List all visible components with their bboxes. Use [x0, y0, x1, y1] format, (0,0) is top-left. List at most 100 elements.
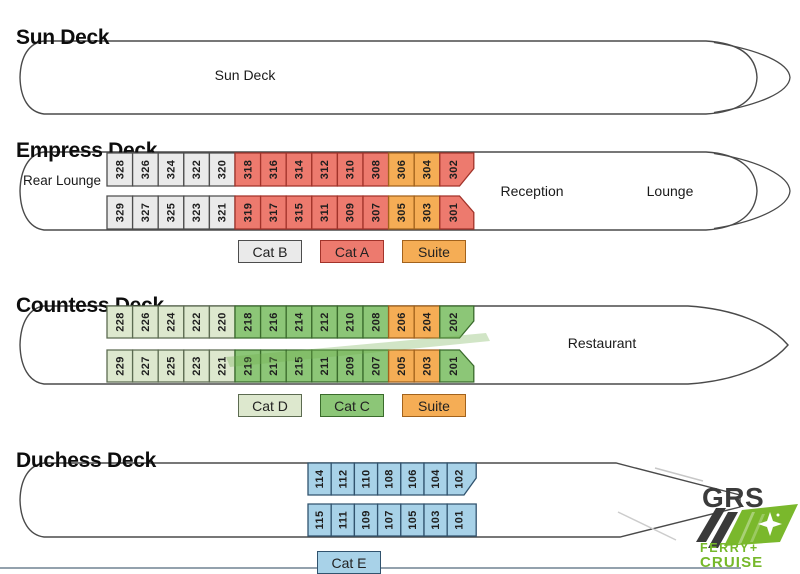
cabin-number: 115 [314, 511, 326, 530]
cabin-328: 328 [106, 152, 134, 187]
cabin-number: 220 [217, 312, 229, 332]
cabin-number: 225 [166, 356, 178, 376]
cabin-310: 310 [336, 152, 364, 187]
cabin-206: 206 [387, 305, 415, 339]
sun-deck-interior-label: Sun Deck [214, 67, 276, 83]
cabin-207: 207 [362, 349, 390, 383]
cabin-226: 226 [131, 305, 159, 339]
cabin-228: 228 [106, 305, 134, 339]
cabin-323: 323 [183, 195, 211, 230]
cabin-322: 322 [183, 152, 211, 187]
cabin-321: 321 [208, 195, 236, 230]
deck-title-sun: Sun Deck [16, 26, 110, 50]
cabin-227: 227 [131, 349, 159, 383]
cabin-305: 305 [387, 195, 415, 230]
cabin-220: 220 [208, 305, 236, 339]
cabin-number: 319 [242, 203, 254, 223]
cabin-329: 329 [106, 195, 134, 230]
cabin-327: 327 [131, 195, 159, 230]
cabin-312: 312 [311, 152, 339, 187]
cabin-number: 209 [345, 356, 357, 376]
cabin-number: 114 [314, 469, 326, 488]
cabin-217: 217 [259, 349, 287, 383]
cabin-107: 107 [376, 503, 402, 537]
legend-cat-d: Cat D [238, 394, 302, 417]
cabin-number: 201 [448, 356, 460, 376]
cabin-315: 315 [285, 195, 313, 230]
sun-deck-hull [19, 40, 791, 115]
cabin-number: 211 [319, 357, 331, 376]
cabin-225: 225 [157, 349, 185, 383]
reception-label: Reception [500, 183, 564, 199]
cabin-number: 103 [430, 510, 442, 530]
cabin-number: 208 [370, 312, 382, 332]
cabin-number: 109 [361, 510, 373, 530]
cabin-103: 103 [423, 503, 448, 537]
cabin-number: 307 [370, 203, 382, 223]
cabin-number: 221 [217, 356, 229, 376]
cabin-number: 204 [422, 312, 434, 332]
cabin-number: 229 [114, 356, 126, 376]
legend-cat-c: Cat C [320, 394, 384, 417]
cabin-319: 319 [234, 195, 262, 230]
cabin-number: 312 [319, 160, 331, 180]
cabin-number: 215 [294, 356, 306, 376]
cabin-201: 201 [439, 349, 475, 383]
cabin-304: 304 [413, 152, 441, 187]
cabin-325: 325 [157, 195, 185, 230]
cabin-101: 101 [446, 503, 477, 537]
cabin-number: 320 [217, 160, 229, 180]
cabin-202: 202 [439, 305, 475, 339]
cabin-229: 229 [106, 349, 134, 383]
grs-logo-ferry-text: FERRY+ [700, 541, 759, 555]
cabin-number: 310 [345, 160, 357, 180]
sun-deck-bow-curve [713, 41, 791, 114]
cabin-number: 323 [191, 203, 203, 223]
legend-suite: Suite [402, 394, 466, 417]
cabin-number: 207 [370, 356, 382, 376]
cabin-number: 107 [384, 510, 396, 530]
grs-logo-acronym: GRS [702, 482, 765, 513]
cabin-317: 317 [259, 195, 287, 230]
cabin-number: 316 [268, 160, 280, 180]
legend-cat-b: Cat B [238, 240, 302, 263]
cabin-212: 212 [311, 305, 339, 339]
cabin-number: 227 [140, 356, 152, 376]
cabin-number: 329 [114, 203, 126, 223]
cabin-number: 205 [396, 356, 408, 376]
cabin-number: 216 [268, 312, 280, 332]
cabin-number: 217 [268, 356, 280, 376]
cabin-number: 228 [114, 312, 126, 332]
cabin-number: 315 [294, 203, 306, 223]
cabin-number: 309 [345, 203, 357, 223]
cabin-number: 203 [422, 356, 434, 376]
cabin-218: 218 [234, 305, 262, 339]
cabin-301: 301 [439, 195, 475, 230]
cabin-209: 209 [336, 349, 364, 383]
cabin-number: 317 [268, 203, 280, 223]
cabin-309: 309 [336, 195, 364, 230]
cabin-number: 105 [407, 510, 419, 530]
cabin-112: 112 [330, 462, 356, 496]
cabin-number: 212 [319, 312, 331, 332]
cabin-number: 321 [217, 203, 229, 223]
restaurant-label: Restaurant [567, 335, 637, 351]
cabin-105: 105 [400, 503, 425, 537]
cabin-224: 224 [157, 305, 185, 339]
grs-logo-flag-icon [696, 504, 798, 548]
cabin-number: 302 [448, 160, 460, 180]
cabin-320: 320 [208, 152, 236, 187]
cabin-number: 314 [294, 159, 306, 179]
cabin-314: 314 [285, 152, 313, 187]
cabin-114: 114 [307, 462, 332, 496]
cabin-number: 101 [453, 510, 465, 530]
cabin-number: 328 [114, 160, 126, 180]
cabin-number: 325 [166, 203, 178, 223]
cabin-number: 222 [191, 312, 203, 332]
cabin-115: 115 [307, 503, 332, 537]
cabin-number: 305 [396, 203, 408, 223]
cabin-223: 223 [183, 349, 211, 383]
cabin-210: 210 [336, 305, 364, 339]
cabin-311: 311 [311, 195, 339, 230]
